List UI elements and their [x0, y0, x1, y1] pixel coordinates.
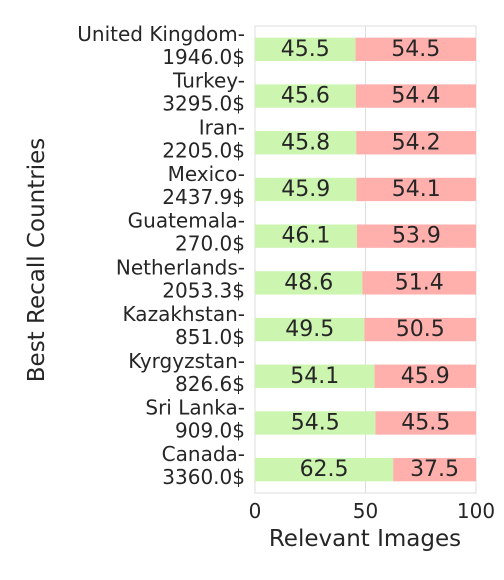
- x-axis-title: Relevant Images: [269, 526, 461, 552]
- plot-frame: [254, 25, 477, 494]
- data-label: 45.5: [281, 37, 330, 62]
- y-tick-label: Guatemala-270.0$: [128, 209, 245, 256]
- bar-segment: [255, 131, 357, 155]
- bar-segment: [355, 84, 476, 108]
- bar-segment: [255, 224, 357, 248]
- bar-segment: [255, 364, 375, 388]
- y-tick-label: Sri Lanka-909.0$: [145, 395, 245, 442]
- y-tick-label: Kazakhstan-851.0$: [123, 302, 245, 349]
- y-tick-label: Netherlands-2053.3$: [116, 255, 245, 302]
- x-tick-label: 0: [249, 499, 262, 523]
- x-tick-label-layer: 0 50 100: [249, 499, 495, 523]
- y-tick-label: United Kingdom-1946.0$: [77, 22, 245, 69]
- data-label: 48.6: [284, 270, 333, 295]
- data-label: 37.5: [410, 457, 459, 482]
- bar-segment: [374, 364, 476, 388]
- bar-segment: [255, 457, 394, 482]
- data-label: 45.9: [401, 364, 450, 389]
- y-tick-label: Turkey-3295.0$: [162, 69, 245, 116]
- data-label: 50.5: [396, 317, 445, 342]
- x-tick-label: 50: [353, 499, 378, 523]
- bar-segment: [255, 317, 365, 342]
- data-label-layer: 45.5 54.5 45.6 54.4 45.8 54.2 45.9 54.1 46.1 53.9…: [281, 37, 459, 482]
- y-tick-label: Kyrgyzstan-826.6$: [128, 349, 245, 396]
- bar-layer: [255, 37, 476, 482]
- bar-segment: [375, 411, 476, 435]
- bar-segment: [356, 224, 476, 248]
- data-label: 45.8: [281, 130, 330, 155]
- bar-segment: [362, 271, 476, 295]
- bar-segment: [255, 177, 357, 202]
- data-label: 54.2: [392, 130, 441, 155]
- bar-segment: [255, 271, 363, 295]
- data-label: 53.9: [392, 224, 441, 249]
- y-tick-label: Canada-3360.0$: [162, 442, 245, 489]
- bar-segment: [356, 177, 476, 202]
- bar-segment: [255, 411, 376, 435]
- bar-segment: [364, 317, 476, 342]
- data-label: 45.9: [281, 177, 330, 202]
- data-label: 54.1: [290, 364, 339, 389]
- bar-segment: [356, 131, 476, 155]
- bar-segment: [255, 84, 356, 108]
- x-tick-label: 100: [457, 499, 495, 523]
- data-label: 46.1: [281, 224, 330, 249]
- data-label: 45.6: [281, 84, 330, 109]
- data-label: 54.4: [391, 84, 440, 109]
- bar-segment: [355, 37, 476, 62]
- data-label: 62.5: [300, 457, 349, 482]
- y-axis-title: Best Recall Countries: [24, 138, 50, 382]
- y-tick-label: Iran-2205.0$: [162, 115, 245, 162]
- data-label: 54.5: [391, 37, 440, 62]
- data-label: 51.4: [395, 270, 444, 295]
- bar-segment: [255, 37, 356, 62]
- data-label: 49.5: [285, 317, 334, 342]
- data-label: 45.5: [401, 410, 450, 435]
- bar-segment: [393, 457, 476, 482]
- y-tick-label: Mexico-2437.9$: [162, 162, 245, 209]
- data-label: 54.1: [392, 177, 441, 202]
- data-label: 54.5: [291, 410, 340, 435]
- y-tick-label-layer: United Kingdom-1946.0$Turkey-3295.0$Iran…: [77, 22, 245, 489]
